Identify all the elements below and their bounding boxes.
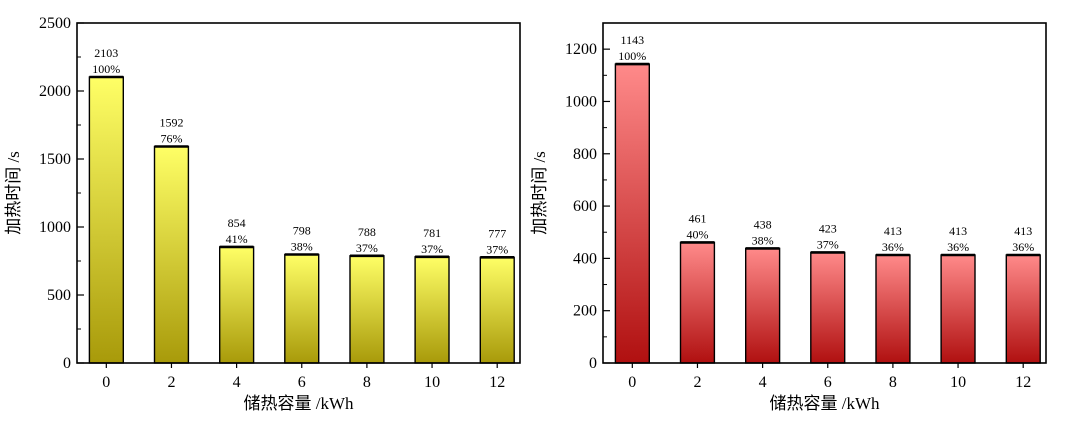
y-tick-label: 0	[589, 355, 597, 372]
x-tick-label: 10	[424, 374, 440, 391]
y-axis-title: 加热时间 /s	[4, 151, 23, 235]
percent-label: 37%	[817, 237, 839, 251]
bar	[1005, 254, 1041, 364]
percent-label: 37%	[486, 242, 508, 256]
x-tick-label: 6	[298, 374, 306, 391]
y-tick-label: 0	[63, 355, 71, 372]
x-tick-label: 8	[363, 374, 371, 391]
bar	[284, 253, 320, 364]
value-label: 798	[293, 224, 311, 238]
x-tick-label: 4	[759, 374, 767, 391]
percent-label: 36%	[1012, 240, 1034, 254]
value-label: 438	[754, 217, 772, 231]
bar	[614, 63, 651, 364]
plot-frame	[76, 22, 521, 364]
value-label: 413	[884, 224, 902, 238]
chart-panel-1: 2103 100% 0 1592 76% 2 854 41% 4 798 38% 6 788 37% 8 78…	[4, 15, 521, 413]
value-label: 413	[1014, 224, 1032, 238]
x-tick-label: 12	[1015, 374, 1031, 391]
percent-label: 40%	[687, 227, 709, 241]
bar	[218, 246, 255, 364]
bar	[153, 145, 190, 364]
x-tick-label: 6	[824, 374, 832, 391]
y-tick-label: 2500	[39, 15, 71, 32]
y-tick-label: 400	[573, 250, 597, 267]
y-tick-label: 1000	[565, 94, 597, 111]
percent-label: 100%	[618, 49, 646, 63]
value-label: 854	[228, 216, 246, 230]
y-tick-label: 200	[573, 303, 597, 320]
percent-label: 36%	[947, 240, 969, 254]
value-label: 2103	[94, 46, 118, 60]
bar	[745, 247, 781, 364]
percent-label: 38%	[291, 240, 313, 254]
x-tick-label: 4	[233, 374, 241, 391]
value-label: 788	[358, 225, 376, 239]
bar	[940, 254, 976, 364]
value-label: 413	[949, 224, 967, 238]
bar	[679, 241, 716, 364]
value-label: 777	[488, 226, 506, 240]
plot-frame	[602, 22, 1047, 364]
x-tick-label: 12	[489, 374, 505, 391]
y-tick-label: 500	[47, 287, 71, 304]
value-label: 781	[423, 226, 441, 240]
y-tick-label: 1000	[39, 219, 71, 236]
bar	[810, 251, 846, 364]
x-tick-label: 10	[950, 374, 966, 391]
x-tick-label: 0	[102, 374, 110, 391]
chart-panel-2: 1143 100% 0 461 40% 2 438 38% 4 423 37% 6 413 36% 8 413…	[530, 22, 1047, 413]
value-label: 1143	[621, 33, 645, 47]
percent-label: 36%	[882, 240, 904, 254]
bar	[479, 256, 515, 364]
y-axis-title: 加热时间 /s	[530, 151, 549, 235]
bar	[414, 256, 450, 364]
value-label: 461	[689, 211, 707, 225]
x-axis-title: 储热容量 /kWh	[243, 394, 354, 413]
x-tick-label: 2	[694, 374, 702, 391]
x-tick-label: 8	[889, 374, 897, 391]
x-tick-label: 2	[168, 374, 176, 391]
y-tick-label: 1500	[39, 151, 71, 168]
y-tick-label: 2000	[39, 83, 71, 100]
bar	[875, 254, 911, 364]
percent-label: 38%	[752, 233, 774, 247]
percent-label: 41%	[226, 232, 248, 246]
value-label: 1592	[160, 116, 184, 130]
bar	[88, 76, 125, 364]
value-label: 423	[819, 221, 837, 235]
y-tick-label: 1200	[565, 41, 597, 58]
y-tick-label: 600	[573, 198, 597, 215]
percent-label: 76%	[161, 132, 183, 146]
x-axis-title: 储热容量 /kWh	[769, 394, 880, 413]
percent-label: 37%	[356, 241, 378, 255]
percent-label: 37%	[421, 242, 443, 256]
x-tick-label: 0	[628, 374, 636, 391]
bar	[349, 255, 385, 364]
percent-label: 100%	[92, 62, 120, 76]
y-tick-label: 800	[573, 146, 597, 163]
